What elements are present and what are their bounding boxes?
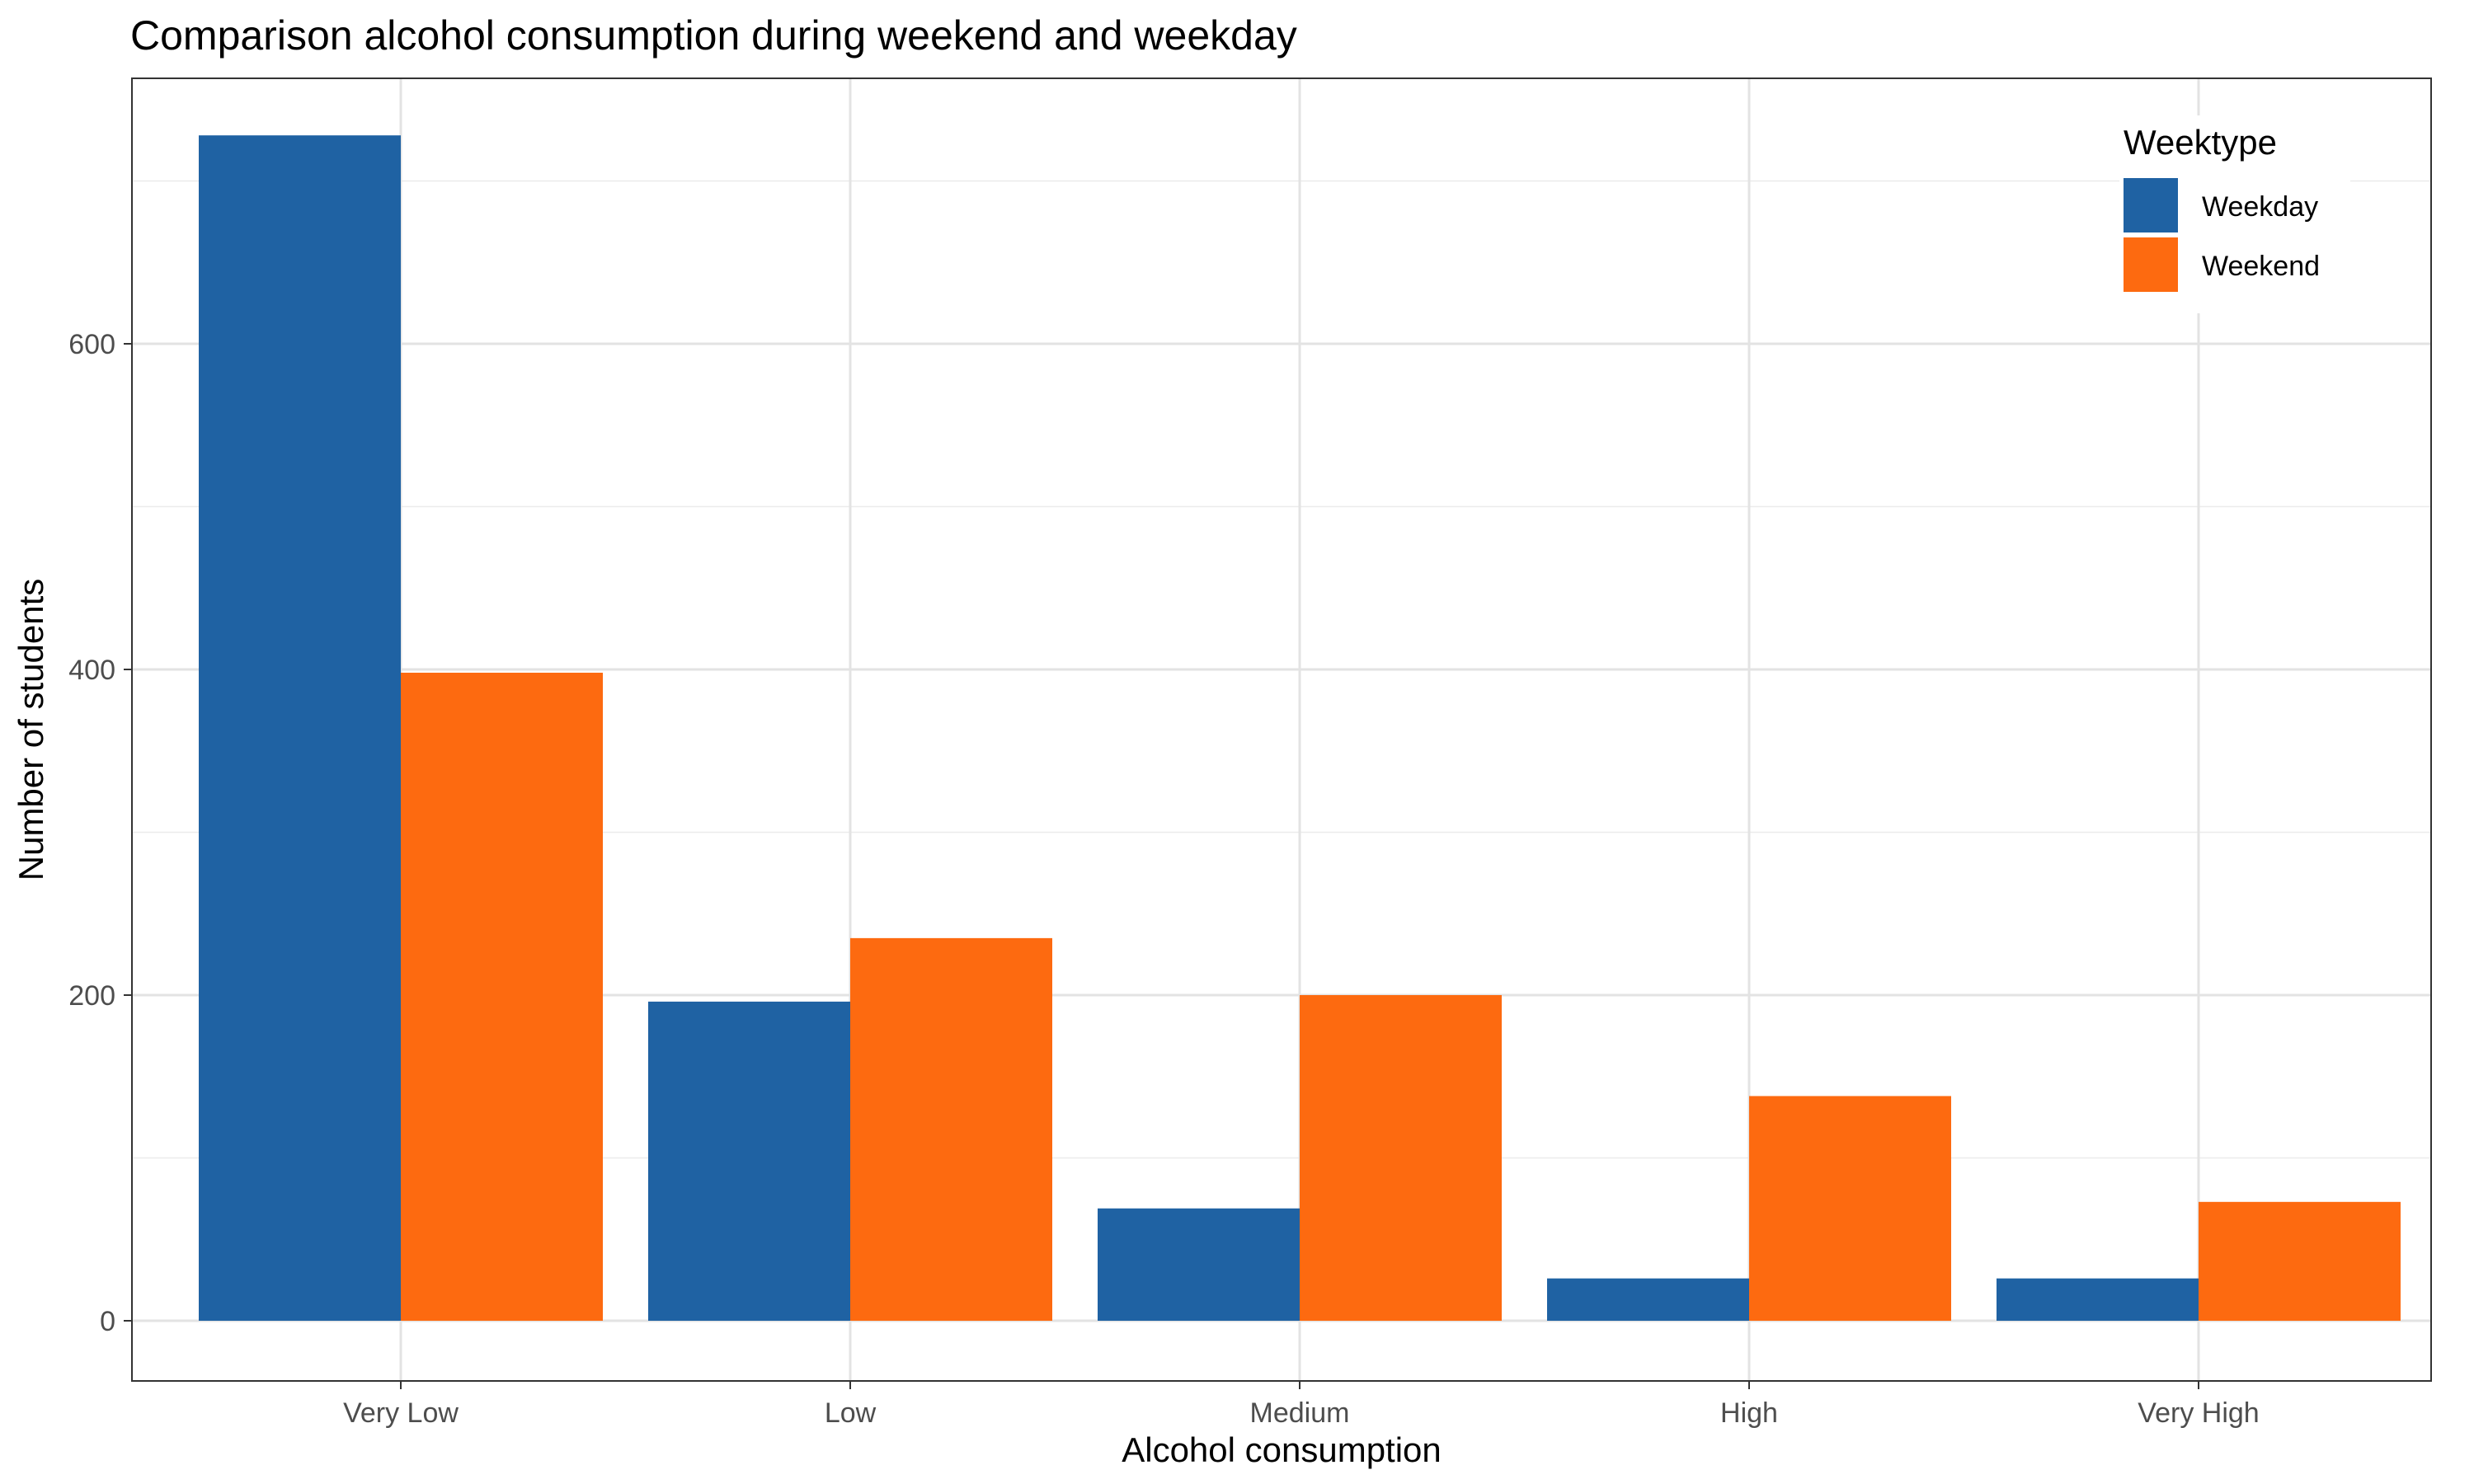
y-tick-label: 400 <box>68 655 115 686</box>
x-axis: Very Low Low Medium High Very High <box>343 1381 2260 1429</box>
bar-weekend-very-low <box>401 672 603 1321</box>
x-axis-title: Alcohol consumption <box>1122 1430 1442 1469</box>
y-axis: 0 200 400 600 <box>68 329 132 1337</box>
bar-weekend-medium <box>1300 995 1502 1321</box>
bar-weekend-low <box>850 937 1052 1321</box>
legend-key-weekend <box>2124 237 2178 292</box>
bar-weekday-very-low <box>199 135 401 1322</box>
legend-title: Weektype <box>2124 123 2277 162</box>
y-tick-label: 600 <box>68 329 115 360</box>
legend: Weektype Weekday Weekend <box>2119 115 2350 313</box>
x-tick-label: High <box>1720 1397 1778 1429</box>
y-axis-title: Number of students <box>12 579 50 881</box>
bar-weekday-low <box>648 1001 850 1321</box>
legend-label-weekend: Weekend <box>2202 251 2320 282</box>
bar-weekday-medium <box>1098 1208 1300 1321</box>
x-tick-label: Very Low <box>343 1397 459 1429</box>
bar-weekend-high <box>1749 1096 1951 1321</box>
chart-title: Comparison alcohol consumption during we… <box>130 12 1297 59</box>
panel-border <box>131 77 2432 1382</box>
bar-weekday-very-high <box>1997 1278 2199 1321</box>
x-tick-label: Medium <box>1250 1397 1350 1429</box>
legend-label-weekday: Weekday <box>2202 191 2318 223</box>
bar-weekday-high <box>1547 1278 1749 1321</box>
x-tick-label: Very High <box>2138 1397 2259 1429</box>
legend-key-weekday <box>2124 178 2178 232</box>
bar-weekend-very-high <box>2199 1201 2401 1321</box>
y-tick-label: 200 <box>68 980 115 1012</box>
y-tick-label: 0 <box>100 1306 115 1337</box>
bars <box>199 135 2401 1322</box>
x-tick-label: Low <box>825 1397 877 1429</box>
